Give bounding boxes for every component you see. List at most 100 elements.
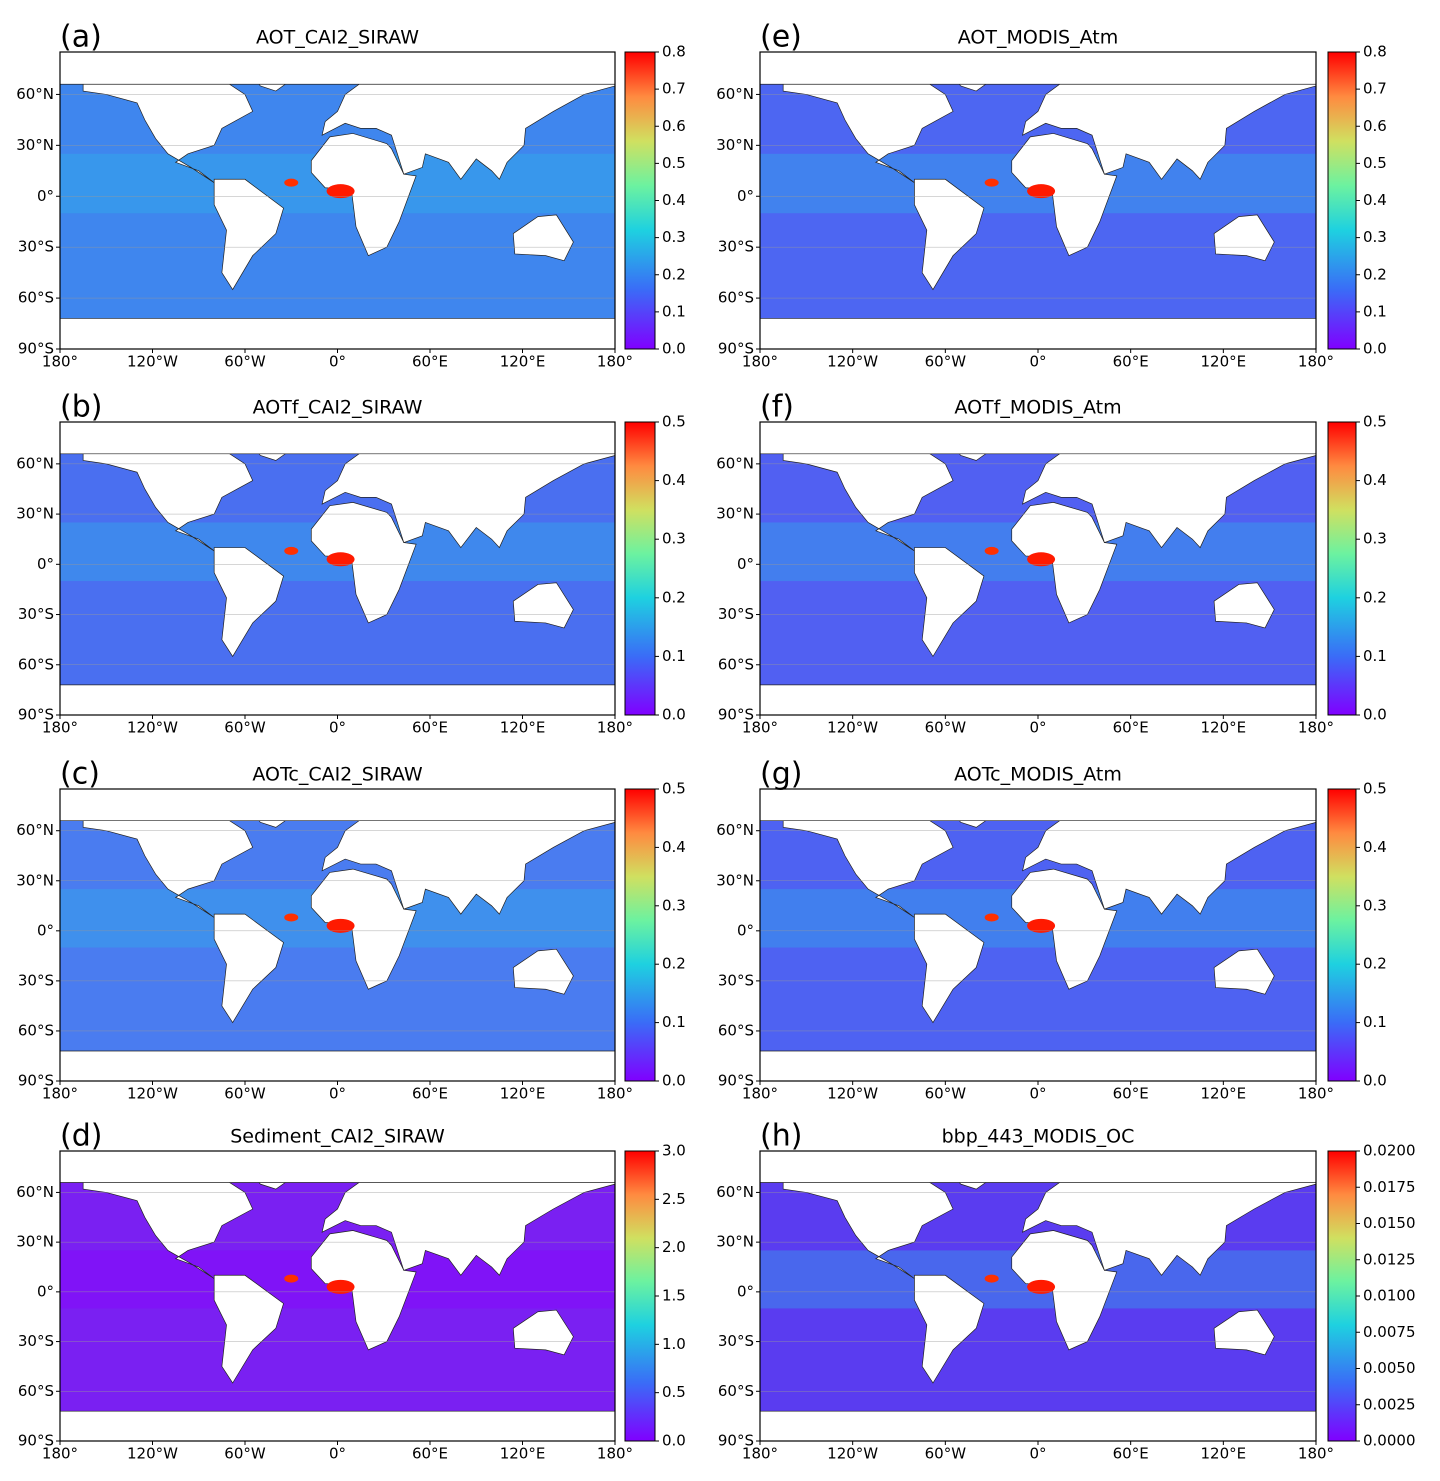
hotspot [984, 546, 999, 555]
lon-label: 180° [742, 719, 778, 737]
lat-label: 30°N [16, 1233, 54, 1251]
lon-label: 120°W [127, 719, 178, 737]
colorbar [624, 788, 656, 1082]
colorbar-label: 0.5 [662, 780, 686, 798]
colorbar-label: 0.1 [662, 1013, 686, 1031]
land [60, 1050, 615, 1081]
lat-label: 30°N [16, 136, 54, 154]
lat-label: 0° [737, 1282, 754, 1300]
lat-label: 60°N [16, 454, 54, 472]
colorbar-label: 0.0150 [1363, 1214, 1416, 1232]
lon-label: 120°E [1201, 719, 1247, 737]
land [1213, 214, 1275, 262]
lon-label: 60°E [412, 1445, 448, 1463]
land [760, 318, 1316, 349]
colorbar-label: 0.1 [662, 302, 686, 320]
colorbar-label: 0.3 [1363, 896, 1387, 914]
colorbar-label: 0.3 [1363, 530, 1387, 548]
colorbar [1327, 51, 1357, 350]
colorbar-label: 0.4 [662, 838, 686, 856]
colorbar-label: 0.2 [662, 588, 686, 606]
hotspot [1027, 918, 1056, 933]
lat-label: 60°N [16, 821, 54, 839]
lon-label: 0° [329, 353, 346, 371]
colorbar-label: 0.5 [1363, 780, 1387, 798]
colorbar-label: 0.6 [1363, 117, 1387, 135]
lon-label: 0° [1029, 719, 1046, 737]
lat-label: 30°N [716, 1233, 754, 1251]
lon-label: 60°E [1113, 1445, 1149, 1463]
map-area [60, 1151, 615, 1441]
hotspot [284, 546, 299, 555]
lat-label: 60°N [16, 85, 54, 103]
lat-label: 30°S [18, 1332, 54, 1350]
lon-label: 180° [742, 1085, 778, 1103]
land [213, 178, 284, 291]
panel-title: AOTf_CAI2_SIRAW [253, 397, 423, 419]
map-area [60, 52, 615, 349]
lon-label: 120°E [1201, 1445, 1247, 1463]
lon-label: 180° [597, 1085, 633, 1103]
colorbar-label: 0.3 [662, 228, 686, 246]
lat-label: 30°N [16, 505, 54, 523]
colorbar-label: 1.5 [662, 1287, 686, 1305]
panel-title: AOTc_CAI2_SIRAW [252, 764, 422, 786]
lat-label: 30°N [16, 871, 54, 889]
lon-label: 60°W [224, 353, 266, 371]
colorbar-label: 0.0000 [1363, 1432, 1416, 1450]
panel-label: (e) [760, 20, 802, 55]
lat-label: 90°S [18, 340, 54, 358]
lon-label: 180° [42, 1445, 78, 1463]
map-panel: (c) AOTc_CAI2_SIRAW 60°N 30°N 0° 30°S 60°S 90°S… [16, 757, 686, 1103]
land [512, 214, 574, 262]
lon-label: 60°W [224, 1085, 266, 1103]
map-area [60, 789, 615, 1081]
hotspot [326, 918, 355, 933]
lat-label: 30°N [716, 136, 754, 154]
lon-label: 60°E [1113, 353, 1149, 371]
lat-label: 30°N [716, 871, 754, 889]
colorbar-label: 0.4 [662, 191, 686, 209]
colorbar-label: 0.7 [662, 80, 686, 98]
panel-title: AOT_MODIS_Atm [958, 27, 1119, 49]
colorbar-label: 0.3 [1363, 228, 1387, 246]
map-panel: (h) bbp_443_MODIS_OC 60°N 30°N 0° 30°S 60°S 90°… [716, 1119, 1415, 1463]
lon-label: 60°W [925, 353, 967, 371]
land [760, 1050, 1316, 1081]
hotspot [984, 1274, 999, 1283]
colorbar-label: 0.7 [1363, 80, 1387, 98]
lon-label: 120°W [827, 353, 878, 371]
hotspot [326, 552, 355, 567]
lat-label: 60°S [718, 1021, 754, 1039]
colorbar-label: 0.1 [1363, 647, 1387, 665]
lat-label: 60°S [718, 289, 754, 307]
lon-label: 180° [597, 1445, 633, 1463]
lat-label: 30°N [716, 505, 754, 523]
colorbar-label: 0.1 [1363, 1013, 1387, 1031]
lat-label: 30°S [18, 605, 54, 623]
lat-label: 60°S [18, 289, 54, 307]
colorbar-label: 0.5 [1363, 154, 1387, 172]
hotspot [284, 913, 299, 922]
lat-label: 90°S [718, 340, 754, 358]
land [1213, 1309, 1275, 1356]
land [512, 582, 574, 629]
lon-label: 120°E [1201, 1085, 1247, 1103]
land [512, 948, 574, 995]
lon-label: 120°W [127, 1445, 178, 1463]
land [760, 789, 1316, 822]
land [914, 178, 985, 291]
lon-label: 0° [1029, 1085, 1046, 1103]
hotspot [284, 1274, 299, 1283]
colorbar-label: 0.0 [1363, 340, 1387, 358]
lon-label: 60°E [412, 1085, 448, 1103]
land [60, 422, 615, 455]
lat-label: 0° [737, 187, 754, 205]
lon-label: 60°W [925, 719, 967, 737]
lon-label: 180° [42, 1085, 78, 1103]
map-panel: (d) Sediment_CAI2_SIRAW 60°N 30°N 0° 30°S 60°S… [16, 1119, 686, 1463]
lon-label: 60°W [925, 1445, 967, 1463]
land [1213, 582, 1275, 629]
colorbar-label: 0.0050 [1363, 1359, 1416, 1377]
